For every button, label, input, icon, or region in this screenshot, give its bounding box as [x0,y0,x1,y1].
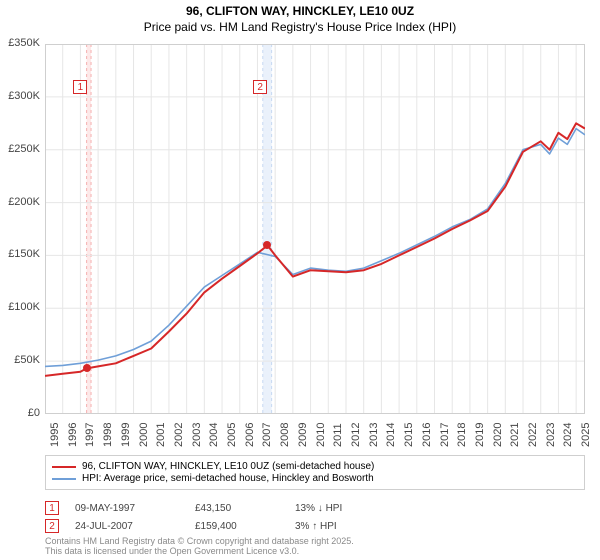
x-tick-label: 2013 [368,423,380,447]
x-tick-label: 2003 [191,423,203,447]
x-tick-label: 1998 [102,423,114,447]
x-tick-label: 1996 [67,423,79,447]
event-price: £159,400 [195,521,295,532]
y-tick-label: £150K [0,248,40,260]
x-tick-label: 2023 [545,423,557,447]
event-row: 2 24-JUL-2007£159,4003% ↑ HPI [45,518,395,534]
sale-point [83,364,91,372]
x-tick-label: 2020 [492,423,504,447]
footnote-line: Contains HM Land Registry data © Crown c… [45,536,354,546]
x-tick-label: 2024 [562,423,574,447]
chart: 12£0£50K£100K£150K£200K£250K£300K£350K19… [45,44,585,414]
legend-label: 96, CLIFTON WAY, HINCKLEY, LE10 0UZ (sem… [82,461,374,472]
x-tick-label: 2021 [509,423,521,447]
x-tick-label: 1995 [49,423,61,447]
event-date: 09-MAY-1997 [75,503,195,514]
event-marker: 2 [45,519,59,533]
x-tick-label: 2025 [580,423,592,447]
x-tick-label: 2000 [138,423,150,447]
x-tick-label: 1997 [84,423,96,447]
x-tick-label: 2009 [297,423,309,447]
y-tick-label: £100K [0,301,40,313]
events-table: 1 09-MAY-1997£43,15013% ↓ HPI 2 24-JUL-2007… [45,498,395,536]
x-tick-label: 2017 [439,423,451,447]
x-tick-label: 2001 [155,423,167,447]
x-tick-label: 2007 [261,423,273,447]
event-price: £43,150 [195,503,295,514]
y-tick-label: £0 [0,407,40,419]
y-tick-label: £350K [0,37,40,49]
legend-item: 96, CLIFTON WAY, HINCKLEY, LE10 0UZ (sem… [52,461,578,472]
x-tick-label: 2016 [421,423,433,447]
event-change: 13% ↓ HPI [295,503,395,514]
x-tick-label: 2002 [173,423,185,447]
x-tick-label: 2014 [385,423,397,447]
legend-swatch [52,478,76,480]
y-tick-label: £200K [0,196,40,208]
y-tick-label: £250K [0,143,40,155]
sale-point [263,241,271,249]
y-tick-label: £50K [0,354,40,366]
legend: 96, CLIFTON WAY, HINCKLEY, LE10 0UZ (sem… [45,455,585,490]
legend-item: HPI: Average price, semi-detached house,… [52,473,578,484]
footnote-line: This data is licensed under the Open Gov… [45,546,354,556]
event-row: 1 09-MAY-1997£43,15013% ↓ HPI [45,500,395,516]
x-tick-label: 2005 [226,423,238,447]
x-tick-label: 2004 [208,423,220,447]
x-tick-label: 2018 [456,423,468,447]
x-tick-label: 2008 [279,423,291,447]
x-tick-label: 2006 [244,423,256,447]
page-subtitle: Price paid vs. HM Land Registry's House … [0,20,600,34]
page-title: 96, CLIFTON WAY, HINCKLEY, LE10 0UZ [0,4,600,18]
footnote: Contains HM Land Registry data © Crown c… [45,536,354,557]
x-tick-label: 2012 [350,423,362,447]
x-tick-label: 2010 [315,423,327,447]
legend-swatch [52,466,76,468]
event-marker: 1 [45,501,59,515]
y-tick-label: £300K [0,90,40,102]
x-tick-label: 2011 [332,423,344,447]
legend-label: HPI: Average price, semi-detached house,… [82,473,374,484]
x-tick-label: 1999 [120,423,132,447]
x-tick-label: 2015 [403,423,415,447]
chart-marker: 2 [253,80,267,94]
x-tick-label: 2019 [474,423,486,447]
event-change: 3% ↑ HPI [295,521,395,532]
x-tick-label: 2022 [527,423,539,447]
chart-marker: 1 [73,80,87,94]
event-date: 24-JUL-2007 [75,521,195,532]
